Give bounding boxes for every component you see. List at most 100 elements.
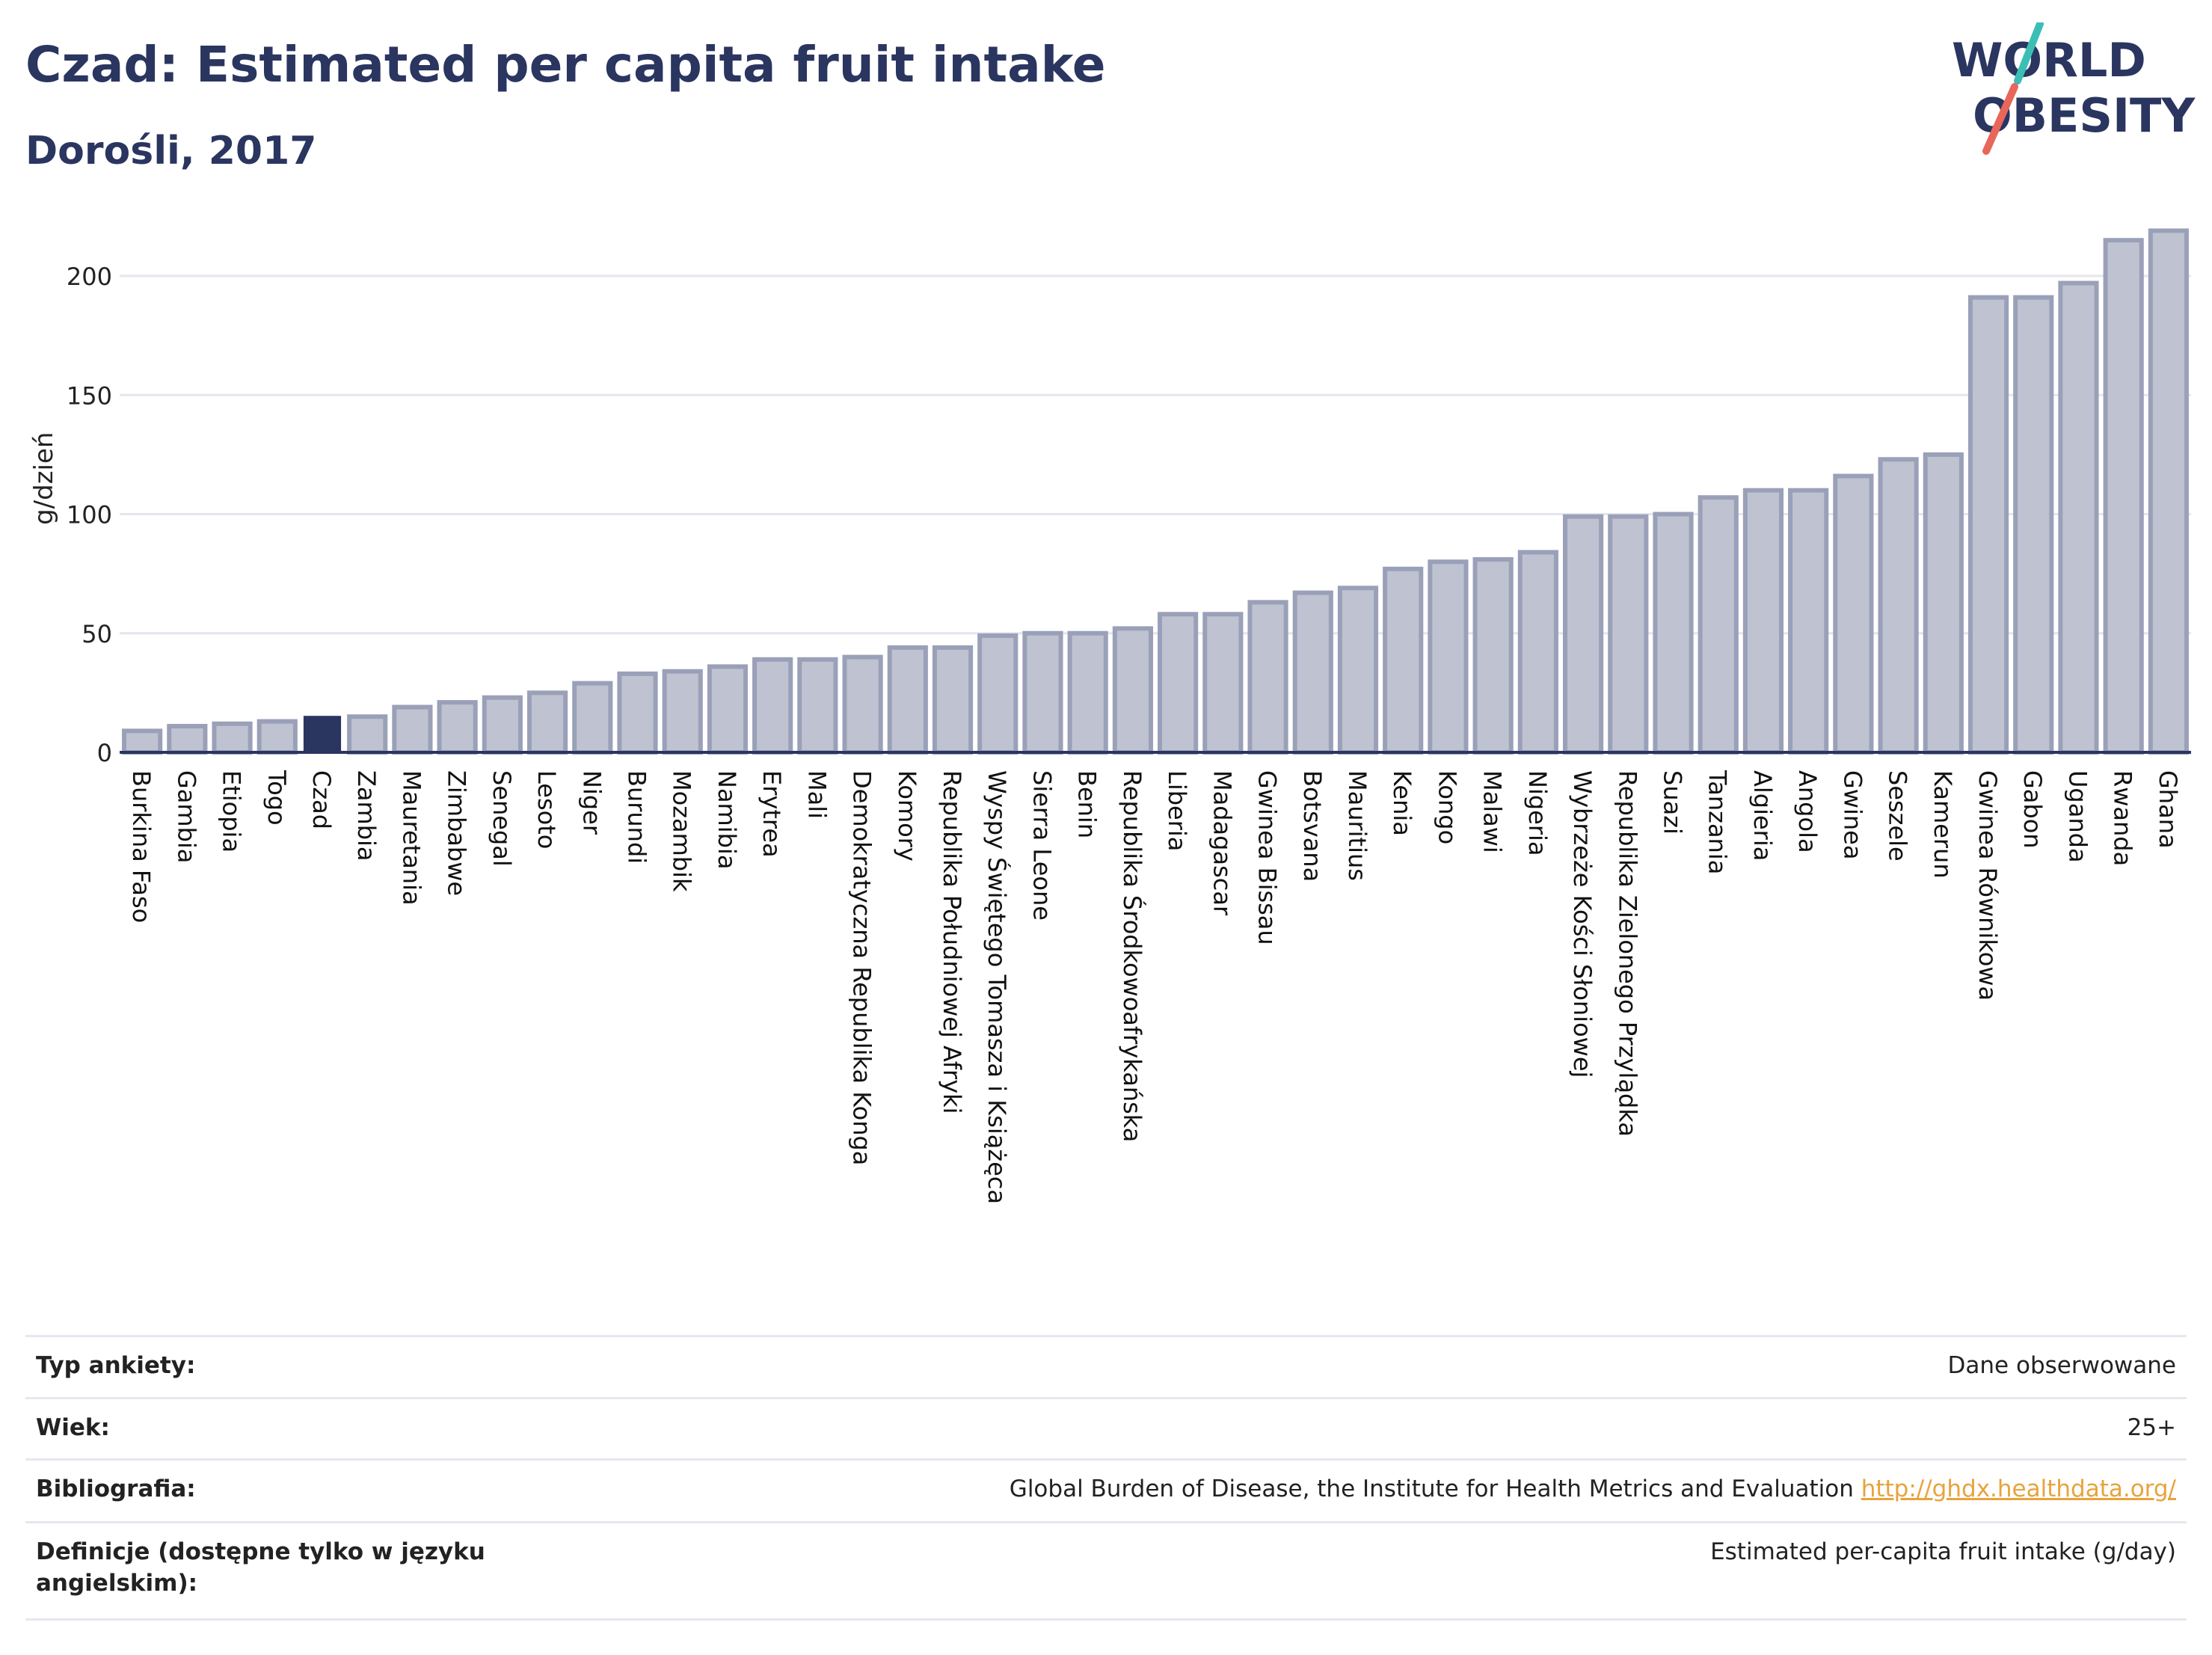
x-tick-label: Erytrea	[758, 770, 786, 858]
bar-37	[1788, 488, 1829, 755]
bar-26	[1292, 590, 1333, 755]
bar-1	[167, 723, 208, 755]
x-tick-label: Gwinea Bissau	[1253, 770, 1282, 945]
bar-13	[707, 664, 749, 755]
bar-21	[1067, 630, 1108, 755]
x-tick-label: Wyspy Świętego Tomasza i Książęca	[983, 770, 1012, 1204]
x-tick-label: Namibia	[713, 770, 741, 869]
bar-24	[1202, 612, 1244, 755]
x-tick-label: Gwinea	[1838, 770, 1867, 859]
bar-25	[1247, 600, 1288, 755]
bar-11	[617, 671, 658, 755]
logo-slash-teal	[2014, 22, 2044, 85]
bar-17	[887, 645, 928, 755]
bar-35	[1698, 495, 1739, 755]
x-tick-label: Etiopia	[218, 770, 246, 853]
bar-45	[2148, 228, 2189, 755]
x-tick-label: Kenia	[1388, 770, 1416, 836]
x-tick-label: Mauritius	[1343, 770, 1371, 881]
bar-40	[1923, 452, 1964, 755]
metadata-value-text: Estimated per-capita fruit intake (g/day…	[1710, 1538, 2176, 1565]
x-tick-label: Demokratyczna Republika Konga	[848, 770, 876, 1165]
logo-word-world: WORLD	[1952, 33, 2146, 87]
x-tick-label: Gwinea Równikowa	[1973, 770, 2002, 1001]
x-tick-label: Mozambik	[668, 770, 696, 892]
metadata-row: Definicje (dostępne tylko w języku angie…	[25, 1521, 2187, 1621]
bar-43	[2058, 280, 2099, 755]
bar-7	[437, 700, 478, 755]
x-tick-label: Czad	[307, 770, 336, 829]
x-tick-label: Nigeria	[1523, 770, 1552, 856]
bar-8	[482, 695, 523, 755]
y-tick-label: 0	[97, 739, 112, 767]
metadata-value: Dane obserwowane	[1948, 1350, 2176, 1381]
bar-30	[1472, 557, 1514, 755]
x-tick-label: Mauretania	[397, 770, 425, 906]
bar-chart: 0 50 100 150 200 g/dzień Burkina Faso Gambia Et…	[29, 228, 2191, 1204]
bar-29	[1428, 559, 1469, 755]
bar-20	[1022, 630, 1063, 755]
x-tick-label: Lesoto	[532, 770, 561, 849]
metadata-value-text: 25+	[2127, 1414, 2176, 1441]
category-labels: Burkina Faso Gambia Etiopia Togo Czad Zambia M…	[127, 770, 2182, 1204]
y-tick-label: 100	[67, 501, 112, 529]
x-tick-label: Gambia	[172, 770, 200, 863]
metadata-row: Bibliografia: Global Burden of Disease, t…	[25, 1458, 2187, 1523]
bar-39	[1878, 457, 1919, 755]
bars	[122, 228, 2189, 755]
metadata-value: 25+	[2127, 1412, 2176, 1443]
y-tick-label: 50	[82, 620, 112, 648]
x-tick-label: Seszele	[1884, 770, 1912, 862]
x-tick-label: Wybrzeże Kości Słoniowej	[1568, 770, 1597, 1078]
metadata-label: Typ ankiety:	[36, 1352, 196, 1379]
x-tick-label: Liberia	[1163, 770, 1191, 851]
bar-27	[1337, 586, 1379, 755]
bar-44	[2103, 238, 2144, 755]
bar-33	[1608, 514, 1649, 755]
x-tick-label: Benin	[1073, 770, 1102, 838]
bar-22	[1112, 626, 1153, 755]
x-tick-label: Tanzania	[1703, 770, 1732, 874]
bar-2	[212, 721, 253, 755]
x-tick-label: Mali	[802, 770, 831, 819]
x-tick-label: Kamerun	[1929, 770, 1957, 879]
bar-23	[1158, 612, 1199, 755]
x-tick-label: Togo	[262, 770, 291, 826]
metadata-row: Wiek: 25+	[25, 1397, 2187, 1461]
x-tick-label: Sierra Leone	[1027, 770, 1056, 921]
bar-31	[1517, 550, 1558, 755]
x-tick-label: Komory	[893, 770, 921, 862]
x-tick-label: Botsvana	[1298, 770, 1327, 882]
bar-10	[572, 681, 613, 755]
bar-3	[256, 719, 298, 755]
metadata-row: Typ ankiety: Dane obserwowane	[25, 1335, 2187, 1399]
bar-14	[752, 657, 793, 755]
x-tick-label: Angola	[1793, 770, 1822, 853]
bar-42	[2013, 295, 2054, 755]
bar-0	[122, 728, 163, 755]
x-tick-label: Ghana	[2154, 770, 2182, 849]
logo-slash-red	[1982, 83, 2018, 155]
bar-19	[977, 633, 1019, 755]
x-tick-label: Madagascar	[1208, 770, 1236, 916]
source-link[interactable]: http://ghdx.healthdata.org/	[1861, 1476, 2176, 1502]
x-tick-label: Rwanda	[2109, 770, 2137, 866]
x-tick-label: Senegal	[488, 770, 516, 867]
x-tick-label: Gabon	[2018, 770, 2047, 849]
x-tick-label: Zimbabwe	[443, 770, 471, 896]
chart-title: Czad: Estimated per capita fruit intake	[25, 36, 1106, 93]
y-tick-label: 150	[67, 381, 112, 410]
x-tick-label: Republika Środkowoafrykańska	[1118, 770, 1147, 1142]
chart-subtitle: Dorośli, 2017	[25, 129, 317, 174]
bar-5	[347, 714, 388, 755]
x-tick-label: Republika Zielonego Przylądka	[1613, 770, 1641, 1137]
bar-36	[1742, 488, 1784, 755]
metadata-value-text: Dane obserwowane	[1947, 1352, 2176, 1379]
metadata-top-border	[25, 1335, 2187, 1337]
x-tick-label: Uganda	[2063, 770, 2092, 863]
x-tick-label: Kongo	[1433, 770, 1461, 844]
x-tick-label: Republika Południowej Afryki	[938, 770, 966, 1114]
x-tick-label: Niger	[577, 770, 606, 835]
bar-28	[1383, 566, 1424, 755]
x-tick-label: Malawi	[1478, 770, 1507, 853]
